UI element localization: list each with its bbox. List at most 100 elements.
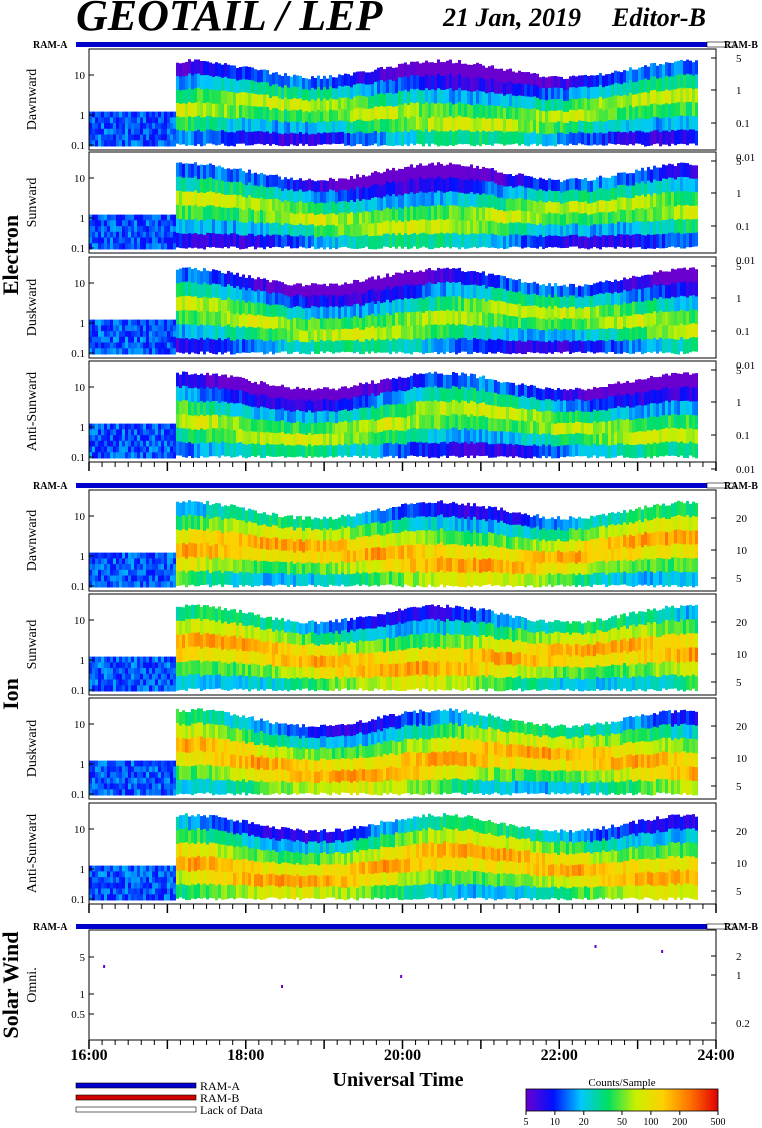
x-tick-label: 18:00 [227,1047,264,1064]
spectrogram-panel: Dawnward 10 1 0.1 20 10 5 [25,489,748,593]
spectrogram-panel: Duskward 10 1 0.1 5 1 0.1 0.01 [25,256,755,372]
right-tick-label: 5 [736,53,742,65]
y-tick-label: 10 [74,615,86,627]
y-tick-label: 1 [80,422,86,434]
ram-a-bar [76,483,707,488]
right-tick-label: 10 [736,753,748,765]
right-tick-label: 20 [736,617,748,629]
y-tick-label: 1 [80,551,86,563]
x-tick-label: 16:00 [70,1047,107,1064]
spectrogram-panel: Anti-Sunward 10 1 0.1 5 1 0.1 0.01 [25,360,755,476]
editor-label: Editor-B [611,3,706,32]
spectrogram-panel: Duskward 10 1 0.1 20 10 5 [25,697,748,801]
spectrogram-panel: Sunward 10 1 0.1 5 1 0.1 0.01 [25,151,755,267]
lack-of-data-bar [706,41,736,48]
spectrogram-panels: RAM-A RAM-B Dawnward 10 1 0.1 5 1 0.1 0.01 Sunward… [25,40,758,1041]
y-tick-label: 0.1 [71,789,85,801]
lack-of-data-bar [706,923,736,930]
y-tick-label: 0.1 [71,581,85,593]
ram-a-label: RAM-A [33,481,68,492]
panel-label: Anti-Sunward [25,814,40,893]
y-tick-label: 0.1 [71,894,85,906]
right-tick-label: 5 [736,156,742,168]
x-tick-label: 20:00 [384,1047,421,1064]
colorbar-tick-label: 20 [579,1117,589,1128]
y-tick-label: 10 [74,824,86,836]
right-tick-label: 2 [736,951,742,963]
spectrogram-image [89,708,698,796]
right-tick-label: 0.1 [736,221,750,233]
colorbar-ticks: 5 10 20 50 100 200 500 [524,1111,726,1128]
colorbar-tick-label: 10 [550,1117,560,1128]
panel-label: Anti-Sunward [25,372,40,451]
right-tick-label: 10 [736,649,748,661]
spectrogram-panel: Anti-Sunward 10 1 0.1 20 10 5 [25,802,748,906]
data-point [661,950,664,953]
ram-a-label: RAM-A [33,40,68,51]
x-tick-label: 22:00 [541,1047,578,1064]
right-tick-label: 10 [736,858,748,870]
lack-of-data-bar [706,482,736,489]
right-tick-label: 0.2 [736,1018,750,1030]
legend-swatch [75,1082,197,1089]
data-point [281,985,284,988]
legend-label: RAM-A [200,1079,240,1093]
right-tick-label: 1 [736,293,742,305]
right-tick-label: 5 [736,573,742,585]
right-tick-label: 5 [736,365,742,377]
spectrogram-image [89,500,698,588]
right-tick-label: 10 [736,545,748,557]
right-tick-label: 0.01 [736,152,755,164]
colorbar-tick-label: 100 [643,1117,658,1128]
panel-label: Dawnward [25,69,40,130]
y-tick-label: 10 [74,70,86,82]
right-tick-label: 0.1 [736,326,750,338]
ram-a-label: RAM-A [33,922,68,933]
spectrogram-image [89,813,698,901]
right-tick-label: 5 [736,781,742,793]
y-tick-label: 0.5 [71,1009,85,1021]
y-tick-label: 1 [80,655,86,667]
spectrogram-image [89,371,698,459]
spectrogram-image [89,267,698,355]
y-tick-label: 5 [80,952,86,964]
panel-label: Sunward [25,620,40,670]
legend-label: Lack of Data [200,1103,263,1117]
spectrogram-image [89,604,698,692]
right-tick-label: 0.1 [736,430,750,442]
data-point [400,975,403,978]
colorbar-tick-label: 200 [672,1117,687,1128]
ram-b-label: RAM-B [724,481,758,492]
right-tick-label: 0.01 [736,255,755,267]
right-tick-label: 20 [736,721,748,733]
x-tick-labels: 16:00 18:00 20:00 22:00 24:00 [70,1047,734,1064]
spectrogram-image [89,162,698,250]
y-tick-label: 10 [74,511,86,523]
x-tick-label: 24:00 [697,1047,734,1064]
ram-a-bar [76,924,707,929]
colorbar-tick-label: 500 [711,1117,726,1128]
legend-label: RAM-B [200,1091,239,1105]
panel-label: Duskward [25,720,40,778]
right-tick-label: 5 [736,261,742,273]
right-tick-label: 0.1 [736,118,750,130]
spectrogram-panel: Dawnward 10 1 0.1 5 1 0.1 0.01 [25,48,755,164]
y-tick-label: 1 [80,864,86,876]
y-tick-label: 10 [74,719,86,731]
group-labels: Electron Ion Solar Wind [0,215,23,1039]
right-tick-label: 20 [736,513,748,525]
panel-label: Sunward [25,178,40,228]
y-tick-label: 10 [74,173,86,185]
ram-a-bar [76,42,707,47]
panel-label: Dawnward [25,510,40,571]
colorbar-tick-label: 50 [617,1117,627,1128]
spectrogram-panel: Sunward 10 1 0.1 20 10 5 [25,593,748,697]
panel-label: Duskward [25,279,40,337]
group-label: Ion [0,678,23,710]
y-tick-label: 0.1 [71,243,85,255]
time-axis-ticks [88,462,717,1049]
colorbar-tick-label: 5 [524,1117,529,1128]
y-tick-label: 0.1 [71,685,85,697]
right-tick-label: 5 [736,886,742,898]
